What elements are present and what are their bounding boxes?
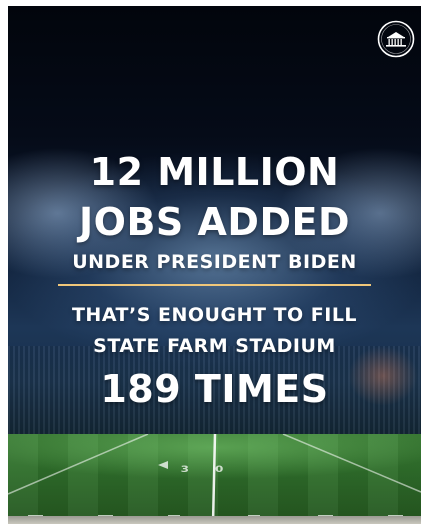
gold-divider	[58, 284, 371, 286]
stadium-crowd	[8, 346, 421, 436]
field-markings: 30	[8, 434, 421, 524]
yard-number: 30	[181, 465, 250, 475]
stadium-graphic: 30 12 MILLION JOBS ADDED UNDER PRESIDENT…	[8, 6, 421, 524]
headline-jobs-added: JOBS ADDED	[79, 200, 350, 244]
subheadline-president: UNDER PRESIDENT BIDEN	[72, 251, 357, 273]
football-field: 30	[8, 434, 421, 524]
comparison-line-2: STATE FARM STADIUM	[93, 335, 336, 357]
lens-flare	[348, 346, 418, 406]
comparison-figure: 189 TIMES	[100, 367, 329, 411]
comparison-line-1: THAT’S ENOUGHT TO FILL	[71, 304, 358, 326]
sideline-track	[8, 516, 421, 524]
white-house-seal-icon	[377, 20, 415, 58]
headline-jobs-count: 12 MILLION	[89, 150, 340, 194]
